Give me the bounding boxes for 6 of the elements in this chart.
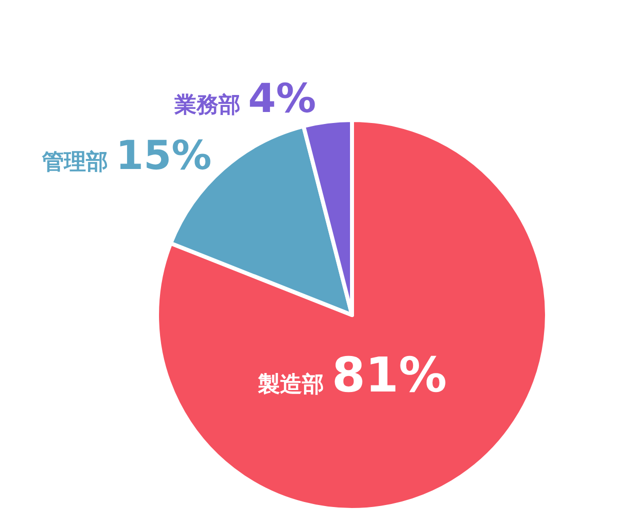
data-label: 81%: [332, 347, 447, 404]
slice-label: 業務部: [174, 92, 240, 118]
data-label: 4%: [248, 76, 316, 122]
slice-label: 製造部: [258, 372, 324, 398]
slice-label: 管理部: [42, 150, 108, 175]
data-label: 15%: [116, 132, 212, 179]
